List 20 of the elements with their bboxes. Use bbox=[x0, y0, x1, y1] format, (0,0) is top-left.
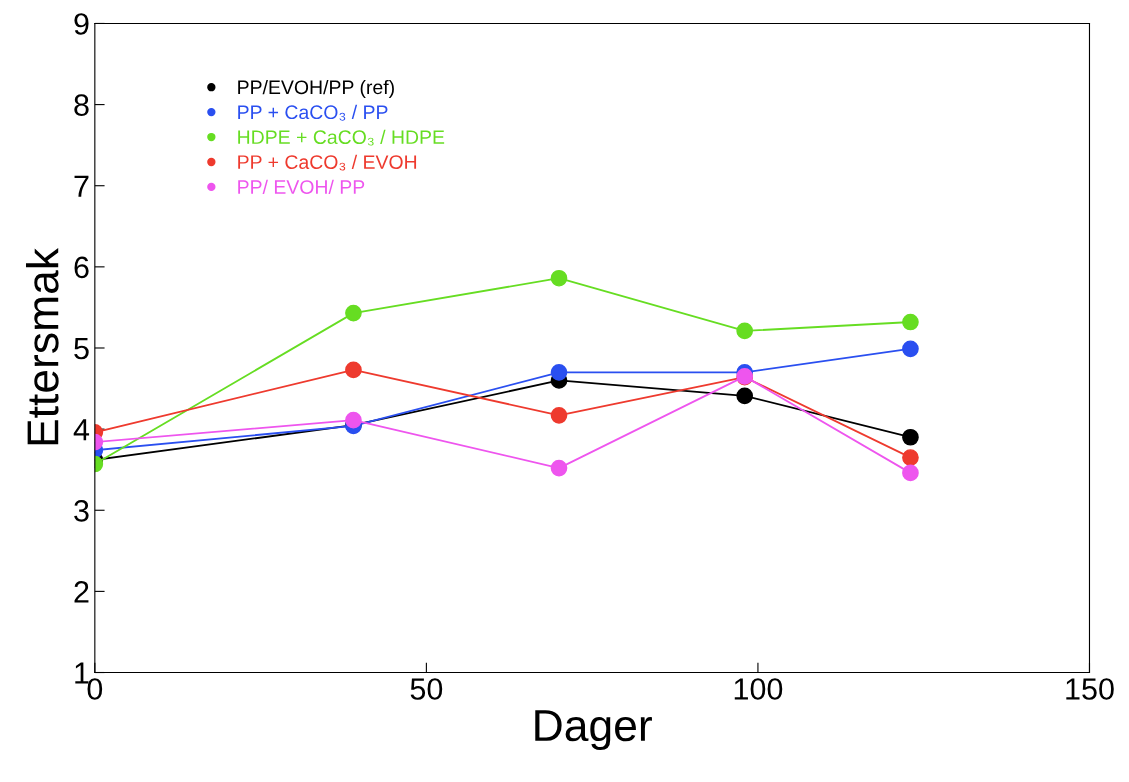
legend-label: PP + CaCO₃ / PP bbox=[238, 104, 388, 121]
x-tick-label: 50 bbox=[410, 678, 443, 700]
legend-label: PP/EVOH/PP (ref) bbox=[238, 79, 394, 99]
y-tick-label: 7 bbox=[74, 175, 89, 197]
y-tick-label: 4 bbox=[73, 419, 90, 441]
y-tick-label: 6 bbox=[74, 256, 89, 279]
y-tick-label: 2 bbox=[74, 581, 89, 603]
x-tick-label: 100 bbox=[734, 678, 783, 700]
x-axis-title: Dager bbox=[535, 710, 652, 751]
y-tick-label: 3 bbox=[74, 499, 89, 522]
y-tick-label: 8 bbox=[74, 94, 89, 116]
y-tick-label: 1 bbox=[75, 662, 89, 684]
legend-label: HDPE + CaCO₃ / HDPE bbox=[238, 129, 445, 146]
y-tick-label: 9 bbox=[74, 13, 89, 35]
x-tick-label: 0 bbox=[87, 678, 103, 700]
y-tick-label: 5 bbox=[74, 338, 89, 360]
legend-label: PP/ EVOH/ PP bbox=[238, 179, 365, 194]
y-axis-title: Ettersmak bbox=[26, 247, 59, 445]
legend-label: PP + CaCO₃ / EVOH bbox=[238, 154, 417, 171]
x-tick-label: 150 bbox=[1066, 678, 1114, 700]
